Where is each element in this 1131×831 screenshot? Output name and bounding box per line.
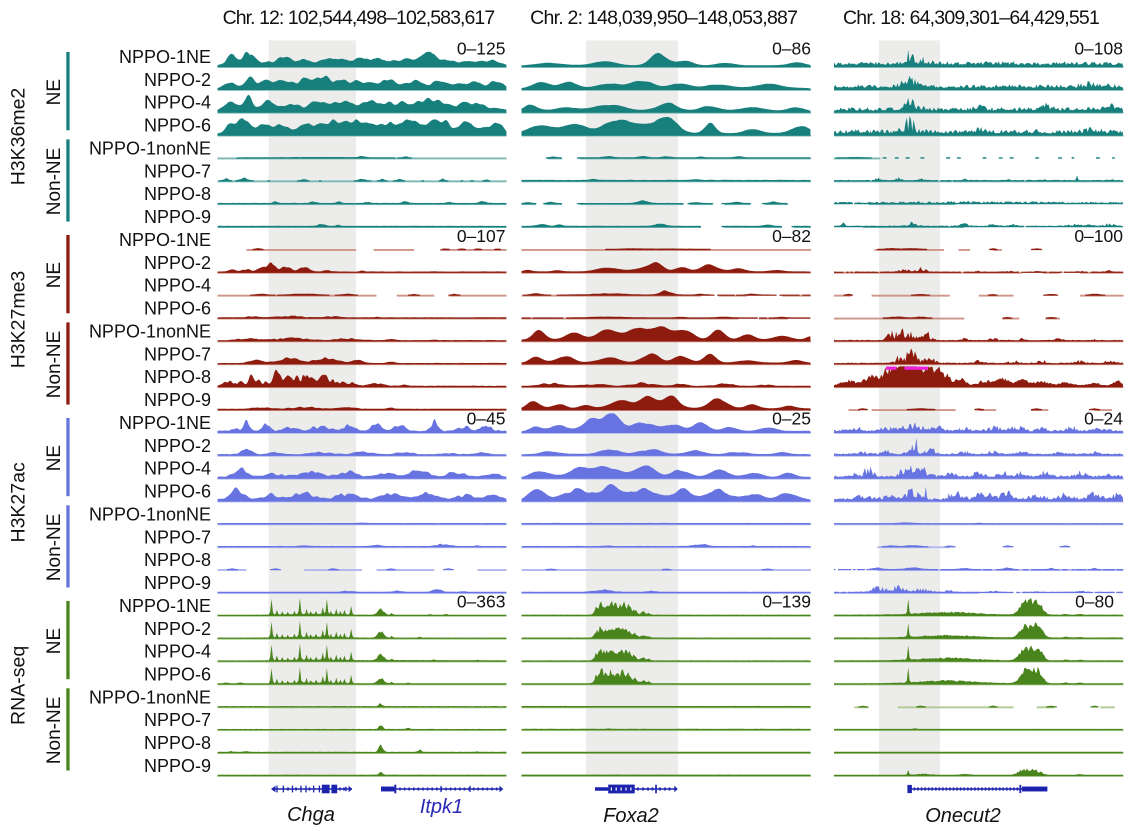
svg-text:NPPO-8: NPPO-8 bbox=[144, 550, 211, 570]
svg-text:NPPO-6: NPPO-6 bbox=[144, 116, 211, 136]
svg-text:NE: NE bbox=[44, 628, 65, 654]
svg-text:NPPO-9: NPPO-9 bbox=[144, 390, 211, 410]
svg-text:H3K36me2: H3K36me2 bbox=[8, 88, 30, 186]
svg-text:NPPO-8: NPPO-8 bbox=[144, 184, 211, 204]
svg-text:NPPO-1nonNE: NPPO-1nonNE bbox=[89, 321, 211, 341]
svg-text:NPPO-1NE: NPPO-1NE bbox=[119, 230, 211, 250]
svg-text:NPPO-4: NPPO-4 bbox=[144, 642, 211, 662]
svg-text:NPPO-2: NPPO-2 bbox=[144, 436, 211, 456]
svg-text:Itpk1: Itpk1 bbox=[420, 796, 463, 818]
svg-text:NPPO-7: NPPO-7 bbox=[144, 710, 211, 730]
svg-text:NPPO-1nonNE: NPPO-1nonNE bbox=[89, 504, 211, 524]
svg-text:Non-NE: Non-NE bbox=[44, 148, 65, 216]
svg-text:NE: NE bbox=[44, 262, 65, 288]
svg-text:Chga: Chga bbox=[287, 804, 335, 826]
svg-text:0–107: 0–107 bbox=[457, 226, 506, 246]
svg-text:NPPO-4: NPPO-4 bbox=[144, 276, 211, 296]
svg-text:0–45: 0–45 bbox=[467, 409, 506, 429]
svg-text:NPPO-1NE: NPPO-1NE bbox=[119, 596, 211, 616]
svg-text:0–363: 0–363 bbox=[457, 592, 506, 612]
svg-text:NPPO-1nonNE: NPPO-1nonNE bbox=[89, 687, 211, 707]
svg-text:0–125: 0–125 bbox=[457, 39, 506, 59]
svg-text:NPPO-1nonNE: NPPO-1nonNE bbox=[89, 139, 211, 159]
svg-text:NPPO-2: NPPO-2 bbox=[144, 70, 211, 90]
svg-text:NPPO-4: NPPO-4 bbox=[144, 93, 211, 113]
svg-text:NPPO-2: NPPO-2 bbox=[144, 253, 211, 273]
svg-text:NE: NE bbox=[44, 445, 65, 471]
svg-text:NPPO-9: NPPO-9 bbox=[144, 207, 211, 227]
svg-text:RNA-seq: RNA-seq bbox=[8, 646, 30, 725]
svg-text:NPPO-9: NPPO-9 bbox=[144, 756, 211, 776]
svg-text:NPPO-7: NPPO-7 bbox=[144, 344, 211, 364]
svg-text:0–86: 0–86 bbox=[772, 39, 811, 59]
svg-text:Chr. 2: 148,039,950–148,053,88: Chr. 2: 148,039,950–148,053,887 bbox=[530, 7, 797, 29]
svg-text:Onecut2: Onecut2 bbox=[925, 805, 1001, 827]
svg-text:NPPO-1NE: NPPO-1NE bbox=[119, 47, 211, 67]
svg-text:0–100: 0–100 bbox=[1074, 226, 1123, 246]
svg-text:0–108: 0–108 bbox=[1074, 39, 1123, 59]
svg-text:0–80: 0–80 bbox=[1075, 592, 1114, 612]
svg-text:Foxa2: Foxa2 bbox=[603, 805, 659, 827]
svg-text:NPPO-7: NPPO-7 bbox=[144, 161, 211, 181]
svg-text:NPPO-6: NPPO-6 bbox=[144, 299, 211, 319]
svg-text:0–139: 0–139 bbox=[762, 592, 811, 612]
svg-text:NPPO-9: NPPO-9 bbox=[144, 573, 211, 593]
svg-text:0–82: 0–82 bbox=[772, 226, 811, 246]
svg-text:Non-NE: Non-NE bbox=[44, 514, 65, 582]
svg-text:Non-NE: Non-NE bbox=[44, 331, 65, 399]
svg-text:NPPO-8: NPPO-8 bbox=[144, 367, 211, 387]
svg-text:NPPO-7: NPPO-7 bbox=[144, 527, 211, 547]
svg-text:NPPO-4: NPPO-4 bbox=[144, 459, 211, 479]
svg-text:NPPO-8: NPPO-8 bbox=[144, 733, 211, 753]
svg-text:Chr. 18: 64,309,301–64,429,551: Chr. 18: 64,309,301–64,429,551 bbox=[843, 7, 1099, 29]
svg-text:NPPO-6: NPPO-6 bbox=[144, 482, 211, 502]
svg-text:NPPO-2: NPPO-2 bbox=[144, 619, 211, 639]
svg-text:NPPO-1NE: NPPO-1NE bbox=[119, 413, 211, 433]
svg-text:0–24: 0–24 bbox=[1084, 409, 1123, 429]
svg-text:Chr. 12: 102,544,498–102,583,6: Chr. 12: 102,544,498–102,583,617 bbox=[223, 7, 495, 29]
svg-text:H3K27ac: H3K27ac bbox=[8, 462, 30, 542]
svg-text:0–25: 0–25 bbox=[772, 409, 811, 429]
svg-text:NE: NE bbox=[44, 79, 65, 105]
svg-text:NPPO-6: NPPO-6 bbox=[144, 665, 211, 685]
svg-text:Non-NE: Non-NE bbox=[44, 697, 65, 765]
svg-text:H3K27me3: H3K27me3 bbox=[8, 271, 30, 369]
